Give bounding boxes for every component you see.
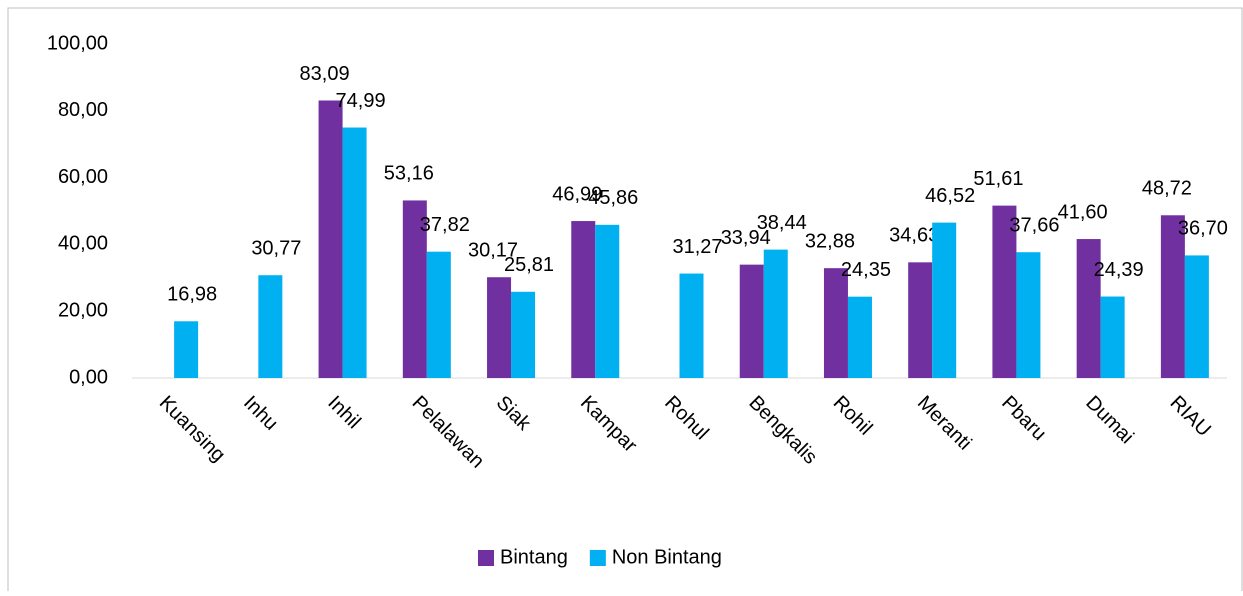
bar — [571, 221, 596, 378]
bar — [1100, 296, 1125, 378]
bar — [679, 273, 704, 378]
bar — [595, 224, 620, 378]
bar — [318, 100, 343, 378]
data-label: 37,66 — [1009, 214, 1059, 236]
data-label: 83,09 — [300, 63, 350, 85]
bar — [847, 296, 872, 378]
legend-swatch — [478, 550, 494, 566]
data-label: 38,44 — [757, 212, 807, 234]
bar — [402, 200, 427, 378]
bar — [992, 205, 1017, 378]
data-label: 34,63 — [889, 225, 939, 247]
data-label: 24,35 — [841, 259, 891, 281]
y-tick-label: 100,00 — [47, 32, 108, 54]
data-label: 30,77 — [251, 238, 301, 260]
bar — [1016, 252, 1041, 378]
data-label: 33,94 — [721, 227, 771, 249]
legend-swatch — [589, 550, 606, 566]
data-label: 37,82 — [420, 214, 470, 236]
y-tick-label: 60,00 — [58, 166, 108, 188]
bar — [1076, 239, 1101, 378]
data-label: 45,86 — [588, 187, 638, 209]
data-label: 51,61 — [973, 168, 1023, 190]
bar — [426, 251, 451, 378]
y-tick-label: 80,00 — [58, 99, 108, 121]
y-tick-label: 40,00 — [58, 233, 108, 255]
data-label: 31,27 — [672, 236, 722, 258]
data-label: 46,52 — [925, 185, 975, 207]
y-tick-label: 20,00 — [58, 299, 108, 321]
bar — [258, 275, 283, 378]
bar — [342, 127, 367, 378]
bar — [511, 291, 536, 378]
data-label: 53,16 — [384, 163, 434, 185]
bar — [174, 321, 199, 378]
legend-label: Non Bintang — [612, 546, 722, 568]
data-label: 30,17 — [468, 240, 518, 262]
data-label: 74,99 — [336, 90, 386, 112]
bar — [1160, 215, 1185, 378]
data-label: 32,88 — [805, 230, 855, 252]
bar — [763, 249, 788, 378]
bar — [1184, 255, 1209, 378]
bar — [739, 264, 764, 378]
data-label: 36,70 — [1178, 218, 1228, 240]
data-label: 25,81 — [504, 254, 554, 276]
legend-label: Bintang — [500, 546, 568, 568]
bar — [823, 268, 848, 378]
data-label: 46,99 — [552, 183, 602, 205]
data-label: 48,72 — [1142, 178, 1192, 200]
y-tick-label: 0,00 — [69, 366, 108, 388]
bar — [487, 277, 512, 378]
data-label: 41,60 — [1058, 201, 1108, 223]
bar — [908, 262, 933, 378]
bar — [932, 222, 957, 378]
data-label: 16,98 — [167, 284, 217, 306]
data-label: 24,39 — [1094, 259, 1144, 281]
